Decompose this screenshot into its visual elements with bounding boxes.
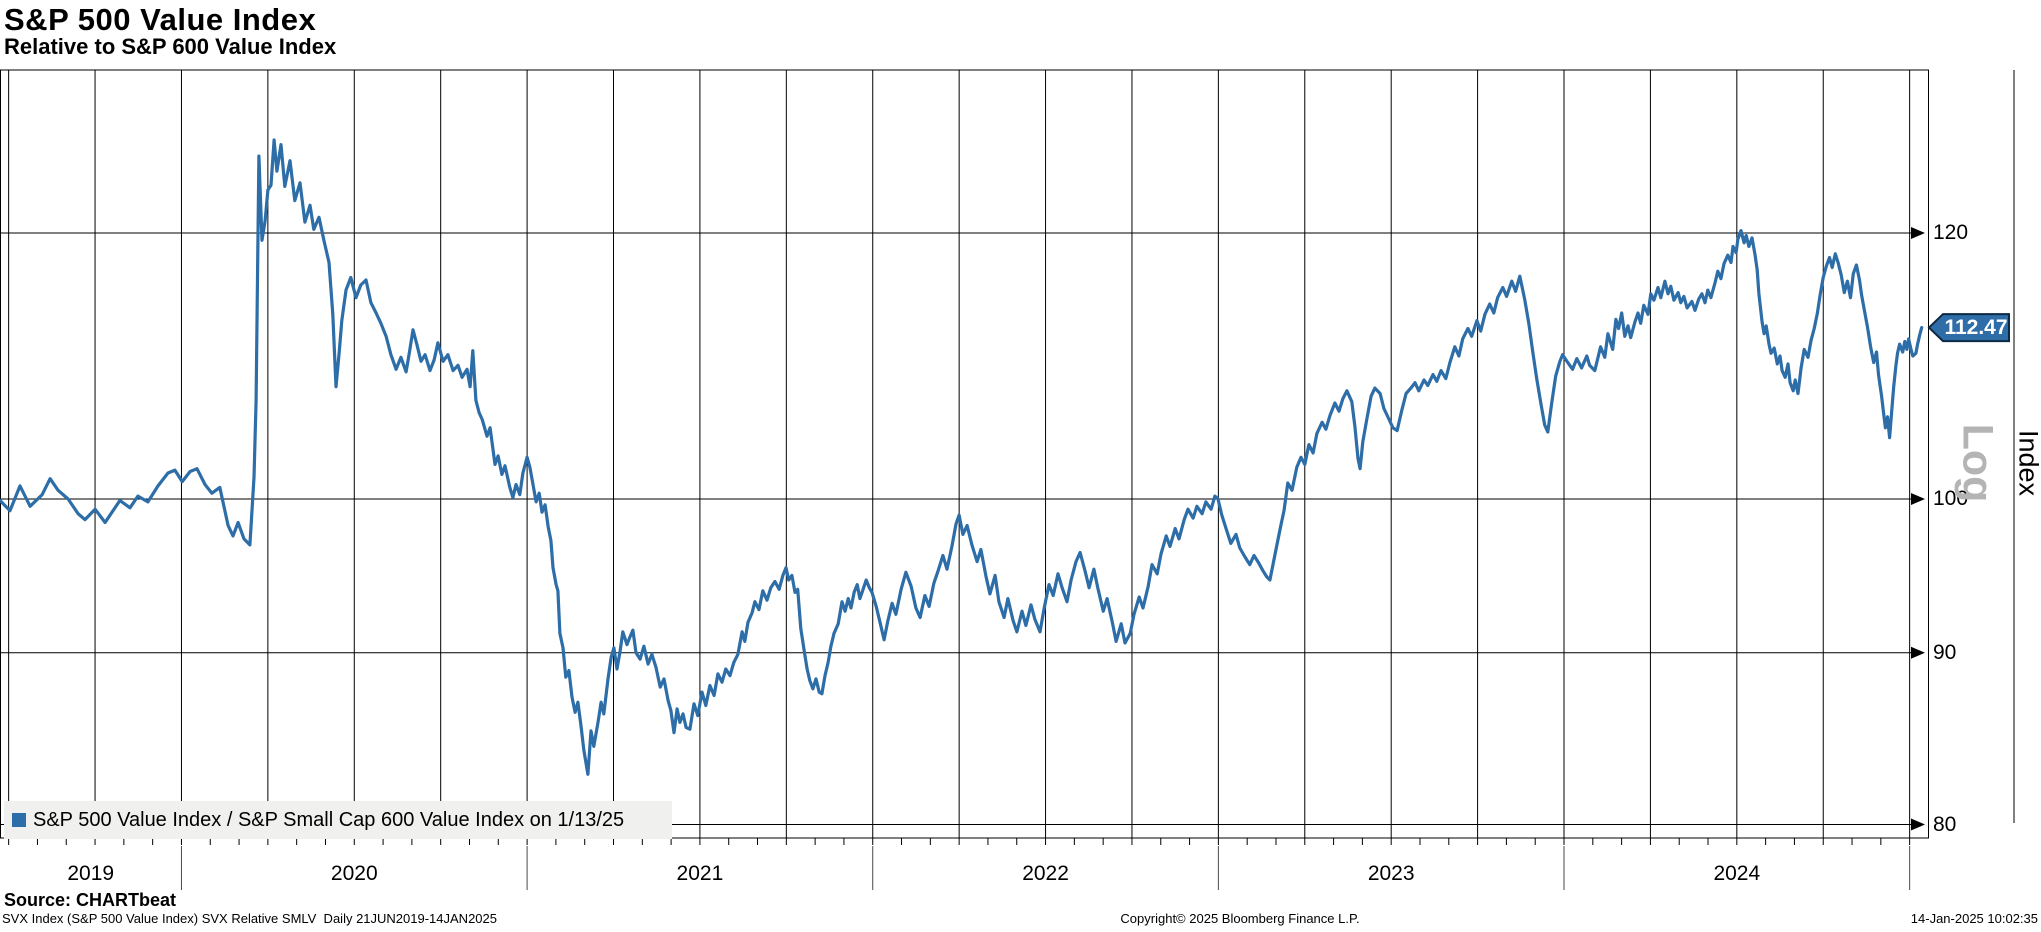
plot-border (0, 69, 1929, 839)
axis-arrow-icon (1911, 493, 1925, 505)
legend[interactable]: S&P 500 Value Index / S&P Small Cap 600 … (4, 801, 672, 839)
axis-arrow-icon (1911, 646, 1925, 659)
last-price-tag[interactable]: 112.47 (1944, 316, 2008, 340)
x-year-label-2021: 2021 (676, 862, 724, 885)
y-axis-scale-toggle[interactable]: Log (1953, 423, 2002, 503)
last-price-tag-shape (1927, 313, 2010, 343)
y-axis-title: Index (2013, 429, 2041, 497)
timestamp: 14-Jan-2025 10:02:35 (1910, 911, 2038, 926)
y-tick-label-90: 90 (1933, 640, 1957, 664)
source-label: Source: CHARTbeat (4, 890, 177, 910)
x-year-label-2024: 2024 (1713, 862, 1761, 885)
y-tick-label-80: 80 (1933, 812, 1957, 836)
chart-subtitle: Relative to S&P 600 Value Index (4, 34, 337, 59)
legend-series-label: S&P 500 Value Index / S&P Small Cap 600 … (33, 808, 625, 831)
y-tick-label-120: 120 (1933, 221, 1969, 245)
x-year-label-2023: 2023 (1367, 862, 1415, 885)
chart-title: S&P 500 Value Index (4, 2, 317, 37)
price-line-series[interactable] (0, 138, 1924, 776)
y-tick-label-100: 100 (1933, 487, 1969, 510)
axis-arrow-icon (1911, 227, 1925, 240)
security-details: SVX Index (S&P 500 Value Index) SVX Rela… (2, 911, 497, 926)
x-year-label-2019: 2019 (67, 862, 115, 885)
x-year-label-2020: 2020 (330, 862, 378, 885)
x-year-label-2022: 2022 (1022, 862, 1069, 885)
legend-series-swatch-icon (12, 813, 26, 827)
copyright-notice: Copyright© 2025 Bloomberg Finance L.P. (1120, 911, 1360, 926)
plot-area[interactable] (0, 70, 1929, 838)
axis-arrow-icon (1911, 818, 1925, 831)
